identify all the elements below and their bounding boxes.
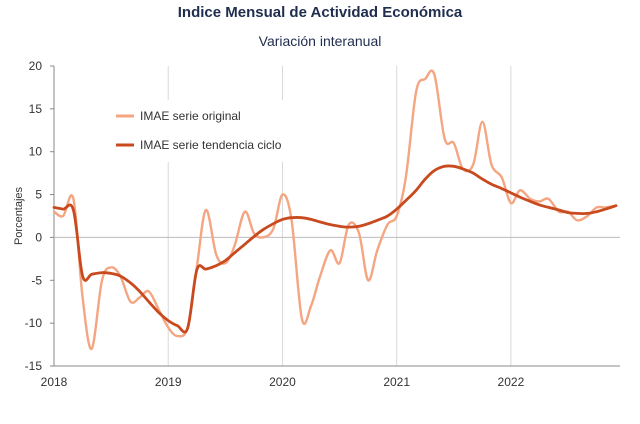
y-tick-label: 20: [29, 59, 43, 73]
x-tick-label: 2021: [383, 375, 410, 389]
chart-subtitle: Variación interanual: [258, 33, 382, 49]
y-tick-label: 5: [35, 188, 42, 202]
x-tick-label: 2019: [155, 375, 182, 389]
x-tick-label: 2022: [498, 375, 525, 389]
y-axis-label: Porcentajes: [13, 186, 25, 245]
y-ticks: -15 -10 -5 0 5 10 15 20: [25, 59, 54, 373]
series-line-original: [52, 69, 618, 351]
y-tick-label: -5: [31, 273, 42, 287]
legend: IMAE serie original IMAE serie tendencia…: [108, 100, 324, 162]
series-line-trend: [52, 164, 618, 334]
legend-box: [108, 100, 324, 162]
x-ticks: 2018 2019 2020 2021 2022: [41, 375, 525, 389]
y-tick-label: 0: [35, 230, 42, 244]
y-tick-label: 10: [29, 145, 43, 159]
y-tick-label: -10: [25, 316, 43, 330]
y-tick-label: 15: [29, 102, 43, 116]
series-group: [52, 69, 618, 351]
x-tick-label: 2018: [41, 375, 68, 389]
legend-label-trend: IMAE serie tendencia ciclo: [140, 138, 282, 152]
y-tick-label: -15: [25, 359, 43, 373]
chart-title: Indice Mensual de Actividad Económica: [177, 4, 463, 21]
x-tick-label: 2020: [269, 375, 296, 389]
legend-label-original: IMAE serie original: [140, 109, 241, 123]
